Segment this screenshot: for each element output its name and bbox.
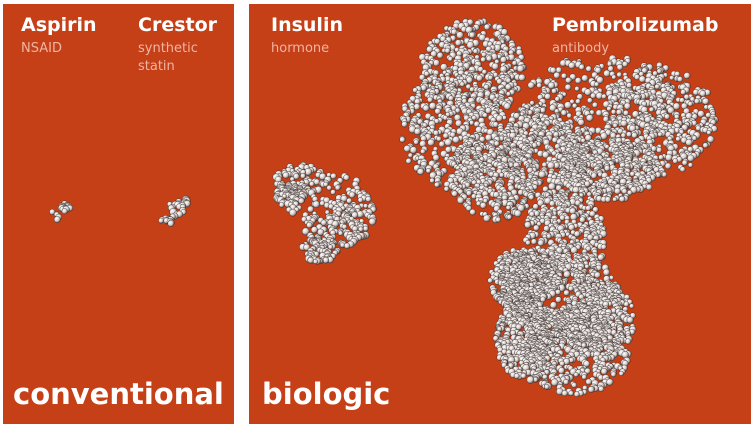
aspirin-molecule (49, 200, 74, 223)
crestor-type-line-1: synthetic (138, 41, 198, 56)
insulin-molecule (272, 161, 377, 265)
pembrolizumab-type: antibody (552, 41, 610, 56)
insulin-type: hormone (271, 41, 330, 56)
aspirin-type: NSAID (21, 41, 62, 56)
pembrolizumab-molecule (399, 18, 719, 398)
pembrolizumab-name: Pembrolizumab (552, 14, 719, 36)
conventional-label: conventional (13, 377, 224, 411)
crestor-type-line-2: statin (138, 59, 175, 74)
aspirin-name: Aspirin (21, 14, 97, 36)
biologic-label: biologic (262, 377, 391, 411)
crestor-name: Crestor (138, 14, 218, 36)
crestor-molecule (158, 195, 191, 227)
conventional-panel: Aspirin NSAID Crestor synthetic statin c… (3, 4, 234, 424)
insulin-name: Insulin (271, 14, 343, 36)
